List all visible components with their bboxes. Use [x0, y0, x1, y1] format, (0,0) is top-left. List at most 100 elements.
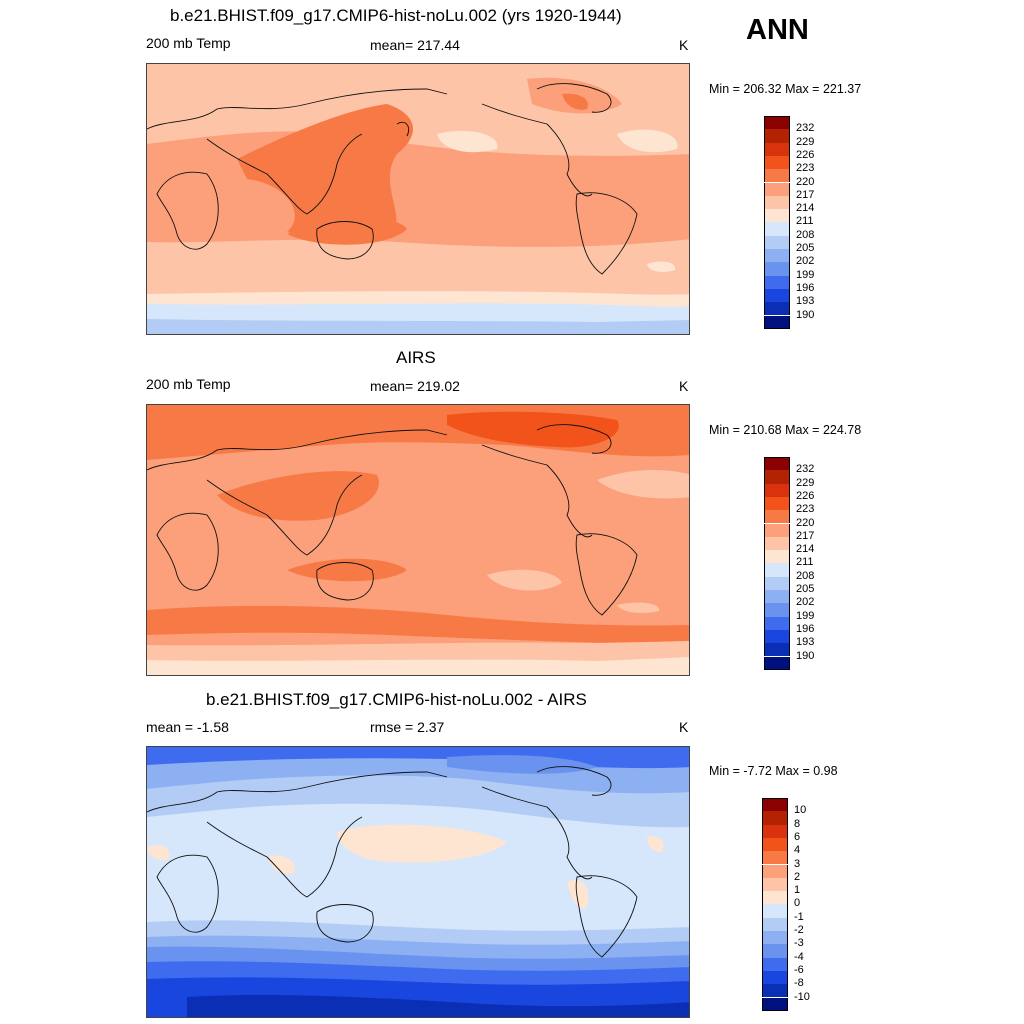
- panel-3-rmse-label: rmse = 2.37: [370, 719, 445, 735]
- panel-3-minmax-label: Min = -7.72 Max = 0.98: [709, 764, 838, 778]
- colorbar-swatch: [762, 904, 788, 918]
- colorbar-swatch: [764, 209, 790, 223]
- panel-1-contour-field: [147, 64, 689, 334]
- colorbar-tick-label: 196: [796, 281, 815, 294]
- colorbar-tick-label: -6: [794, 963, 804, 976]
- colorbar-tick-label: 2: [794, 870, 801, 883]
- colorbar-swatch: [762, 864, 788, 878]
- colorbar-swatch: [762, 851, 788, 865]
- colorbar-swatch: [764, 116, 790, 130]
- panel-2-mean-label: mean= 219.02: [370, 378, 460, 394]
- colorbar-swatch: [764, 470, 790, 484]
- panel-1-mean-label: mean= 217.44: [370, 37, 460, 53]
- colorbar-swatch: [764, 576, 790, 590]
- colorbar-swatch: [764, 629, 790, 644]
- colorbar-swatch: [764, 550, 790, 564]
- colorbar-tick-label: -4: [794, 950, 804, 963]
- colorbar-swatch: [764, 182, 790, 196]
- panel-3-map: [146, 746, 690, 1018]
- colorbar-swatch: [764, 616, 790, 630]
- colorbar-tick-label: 226: [796, 489, 815, 502]
- colorbar-swatch: [764, 249, 790, 263]
- colorbar-swatch: [764, 536, 790, 551]
- colorbar-tick-label: 199: [796, 268, 815, 281]
- panel-2-map: [146, 404, 690, 676]
- colorbar-tick-label: 223: [796, 503, 815, 516]
- colorbar-swatch: [762, 931, 788, 945]
- colorbar-tick-label: 211: [796, 215, 814, 228]
- colorbar-tick-label: -8: [794, 977, 804, 990]
- colorbar-tick-label: 208: [796, 228, 815, 241]
- colorbar-swatch: [762, 957, 788, 971]
- panel-1-map: [146, 63, 690, 335]
- colorbar-swatch: [762, 877, 788, 892]
- panel-2-contour-field: [147, 405, 689, 675]
- colorbar-tick-label: 214: [796, 543, 815, 556]
- colorbar-swatch: [762, 824, 788, 838]
- colorbar-tick-label: 232: [796, 122, 815, 135]
- colorbar-swatch: [764, 496, 790, 511]
- colorbar-tick-label: 214: [796, 202, 815, 215]
- colorbar-tick-label: 3: [794, 857, 801, 870]
- colorbar-tick-label: 223: [796, 162, 815, 175]
- panel-2-title: AIRS: [396, 348, 436, 367]
- colorbar-tick-label: 193: [796, 636, 815, 649]
- colorbar-tick-label: 1: [794, 884, 801, 897]
- colorbar-tick-label: 211: [796, 556, 814, 569]
- panel-2-variable-label: 200 mb Temp: [146, 376, 231, 392]
- colorbar-swatch: [764, 523, 790, 537]
- colorbar-swatch: [764, 275, 790, 289]
- colorbar-tick-label: -10: [794, 990, 810, 1003]
- colorbar-tick-label: 190: [796, 308, 815, 321]
- panel-3-title: b.e21.BHIST.f09_g17.CMIP6-hist-noLu.002 …: [206, 690, 587, 709]
- colorbar-swatch: [762, 917, 788, 931]
- panel-3-mean-label: mean = -1.58: [146, 719, 229, 735]
- panel-1-title: b.e21.BHIST.f09_g17.CMIP6-hist-noLu.002 …: [170, 6, 622, 25]
- colorbar-swatch: [764, 169, 790, 183]
- colorbar-tick-label: 6: [794, 830, 801, 843]
- colorbar-tick-label: 205: [796, 583, 815, 595]
- colorbar-tick-label: 220: [796, 175, 815, 188]
- colorbar-tick-label: 0: [794, 897, 801, 910]
- colorbar-tick-label: 202: [796, 596, 815, 609]
- colorbar-swatch: [762, 837, 788, 852]
- colorbar-swatch: [762, 798, 788, 812]
- colorbar-swatch: [764, 129, 790, 143]
- colorbar-swatch: [764, 590, 790, 604]
- colorbar-swatch: [764, 302, 790, 316]
- season-label: ANN: [746, 14, 809, 46]
- colorbar-tick-label: 196: [796, 622, 815, 635]
- colorbar-tick-label: 10: [794, 804, 807, 817]
- colorbar-swatch: [764, 155, 790, 170]
- colorbar-tick-label: -1: [794, 910, 804, 923]
- colorbar-swatch: [764, 222, 790, 236]
- colorbar-tick-label: 232: [796, 463, 815, 476]
- colorbar-tick-label: 229: [796, 476, 815, 489]
- colorbar-tick-label: 220: [796, 516, 815, 529]
- colorbar-tick-label: 4: [794, 844, 801, 857]
- colorbar-swatch: [764, 288, 790, 303]
- panel-2-minmax-label: Min = 210.68 Max = 224.78: [709, 423, 862, 437]
- panel-3-units-label: K: [679, 719, 689, 735]
- colorbar-swatch: [762, 811, 788, 825]
- colorbar-swatch: [762, 891, 788, 905]
- colorbar-swatch: [764, 643, 790, 657]
- panel-1-variable-label: 200 mb Temp: [146, 35, 231, 51]
- colorbar-swatch: [762, 984, 788, 998]
- colorbar-swatch: [764, 563, 790, 577]
- colorbar-swatch: [762, 944, 788, 958]
- colorbar-tick-label: 217: [796, 188, 815, 201]
- colorbar-tick-label: 208: [796, 569, 815, 582]
- colorbar-tick-label: 229: [796, 135, 815, 148]
- colorbar-swatch: [764, 142, 790, 156]
- panel-3-contour-field: [147, 747, 689, 1017]
- colorbar-swatch: [764, 483, 790, 497]
- colorbar-swatch: [764, 603, 790, 617]
- colorbar-tick-label: -3: [794, 937, 804, 950]
- colorbar-swatch: [764, 262, 790, 276]
- colorbar-swatch: [764, 235, 790, 249]
- colorbar-tick-label: 193: [796, 295, 815, 308]
- colorbar-swatch: [762, 970, 788, 985]
- colorbar-swatch: [764, 195, 790, 210]
- colorbar-swatch: [764, 510, 790, 524]
